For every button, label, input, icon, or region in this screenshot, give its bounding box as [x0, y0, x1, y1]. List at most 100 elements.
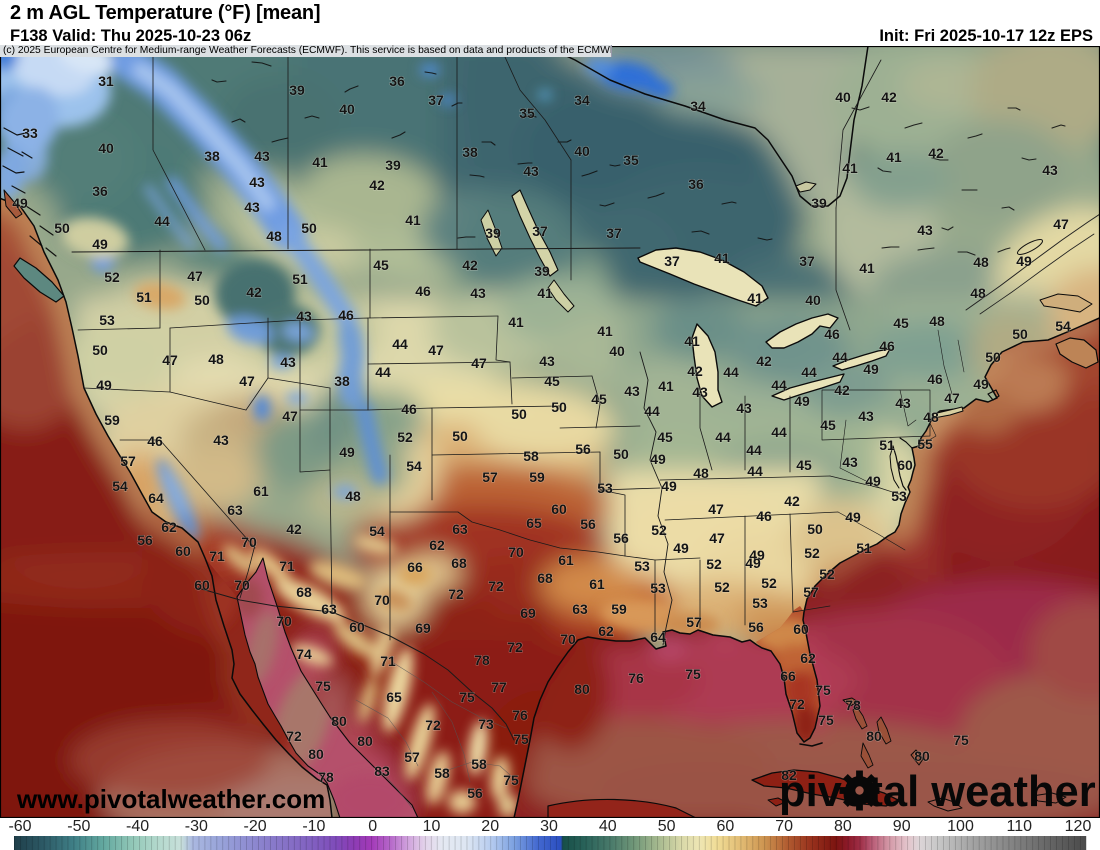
- svg-text:75: 75: [815, 682, 831, 698]
- svg-text:36: 36: [92, 183, 108, 199]
- svg-text:48: 48: [973, 254, 989, 270]
- svg-text:43: 43: [624, 383, 640, 399]
- svg-text:74: 74: [296, 646, 312, 662]
- svg-text:80: 80: [914, 748, 930, 764]
- svg-text:60: 60: [897, 457, 913, 473]
- svg-text:50: 50: [658, 818, 676, 835]
- svg-text:78: 78: [845, 697, 861, 713]
- svg-text:42: 42: [784, 493, 800, 509]
- svg-text:37: 37: [532, 223, 548, 239]
- svg-text:47: 47: [187, 268, 203, 284]
- svg-text:44: 44: [832, 349, 848, 365]
- svg-text:49: 49: [12, 195, 28, 211]
- svg-text:35: 35: [623, 152, 639, 168]
- svg-text:45: 45: [893, 315, 909, 331]
- svg-text:39: 39: [534, 263, 550, 279]
- svg-text:48: 48: [970, 285, 986, 301]
- svg-text:52: 52: [104, 269, 120, 285]
- svg-text:52: 52: [651, 522, 667, 538]
- svg-text:53: 53: [597, 480, 613, 496]
- svg-text:35: 35: [519, 105, 535, 121]
- svg-text:120: 120: [1065, 818, 1092, 835]
- svg-text:52: 52: [804, 545, 820, 561]
- svg-text:49: 49: [650, 451, 666, 467]
- svg-text:66: 66: [407, 559, 423, 575]
- svg-text:49: 49: [749, 547, 765, 563]
- svg-text:41: 41: [842, 160, 858, 176]
- svg-text:83: 83: [374, 763, 390, 779]
- svg-text:40: 40: [339, 101, 355, 117]
- svg-text:59: 59: [611, 601, 627, 617]
- svg-text:41: 41: [597, 323, 613, 339]
- svg-text:43: 43: [917, 222, 933, 238]
- svg-text:64: 64: [148, 490, 164, 506]
- svg-text:47: 47: [708, 501, 724, 517]
- svg-text:pivotal weather: pivotal weather: [779, 768, 1096, 816]
- svg-text:53: 53: [752, 595, 768, 611]
- svg-text:72: 72: [789, 696, 805, 712]
- svg-text:75: 75: [315, 678, 331, 694]
- svg-text:46: 46: [338, 307, 354, 323]
- svg-text:39: 39: [811, 195, 827, 211]
- svg-text:68: 68: [296, 584, 312, 600]
- svg-text:53: 53: [634, 558, 650, 574]
- svg-text:62: 62: [161, 519, 177, 535]
- svg-text:72: 72: [286, 728, 302, 744]
- svg-text:-40: -40: [126, 818, 149, 835]
- svg-text:61: 61: [558, 552, 574, 568]
- svg-text:53: 53: [99, 312, 115, 328]
- svg-text:76: 76: [628, 670, 644, 686]
- svg-text:75: 75: [685, 666, 701, 682]
- svg-text:-60: -60: [8, 818, 31, 835]
- svg-text:60: 60: [175, 543, 191, 559]
- svg-text:37: 37: [428, 92, 444, 108]
- svg-text:50: 50: [511, 406, 527, 422]
- svg-text:49: 49: [745, 555, 761, 571]
- svg-text:60: 60: [551, 501, 567, 517]
- svg-text:10: 10: [423, 818, 441, 835]
- svg-text:43: 43: [523, 163, 539, 179]
- svg-text:50: 50: [807, 521, 823, 537]
- svg-text:63: 63: [452, 521, 468, 537]
- svg-text:82: 82: [781, 767, 797, 783]
- svg-text:80: 80: [357, 733, 373, 749]
- svg-text:57: 57: [482, 469, 498, 485]
- svg-text:47: 47: [428, 342, 444, 358]
- svg-text:45: 45: [796, 457, 812, 473]
- svg-text:-10: -10: [302, 818, 325, 835]
- svg-text:57: 57: [686, 614, 702, 630]
- svg-text:41: 41: [886, 149, 902, 165]
- svg-text:48: 48: [266, 228, 282, 244]
- svg-text:43: 43: [213, 432, 229, 448]
- svg-text:50: 50: [301, 220, 317, 236]
- svg-text:41: 41: [747, 290, 763, 306]
- svg-text:-20: -20: [244, 818, 267, 835]
- svg-text:69: 69: [415, 620, 431, 636]
- svg-text:53: 53: [650, 580, 666, 596]
- svg-text:80: 80: [866, 728, 882, 744]
- svg-text:31: 31: [98, 73, 114, 89]
- svg-text:73: 73: [478, 716, 494, 732]
- svg-text:44: 44: [154, 213, 170, 229]
- svg-text:57: 57: [120, 453, 136, 469]
- svg-text:41: 41: [537, 285, 553, 301]
- svg-text:34: 34: [690, 98, 706, 114]
- svg-text:42: 42: [286, 521, 302, 537]
- svg-text:100: 100: [947, 818, 974, 835]
- svg-text:0: 0: [368, 818, 377, 835]
- svg-text:46: 46: [756, 508, 772, 524]
- svg-text:68: 68: [537, 570, 553, 586]
- svg-text:40: 40: [835, 89, 851, 105]
- svg-text:www.pivotalweather.com: www.pivotalweather.com: [16, 784, 325, 814]
- svg-text:49: 49: [92, 236, 108, 252]
- svg-text:49: 49: [794, 393, 810, 409]
- svg-text:43: 43: [858, 408, 874, 424]
- svg-text:50: 50: [613, 446, 629, 462]
- svg-text:78: 78: [474, 652, 490, 668]
- svg-text:38: 38: [462, 144, 478, 160]
- svg-text:40: 40: [609, 343, 625, 359]
- svg-text:70: 70: [508, 544, 524, 560]
- svg-text:-50: -50: [67, 818, 90, 835]
- svg-text:20: 20: [481, 818, 499, 835]
- svg-text:75: 75: [513, 731, 529, 747]
